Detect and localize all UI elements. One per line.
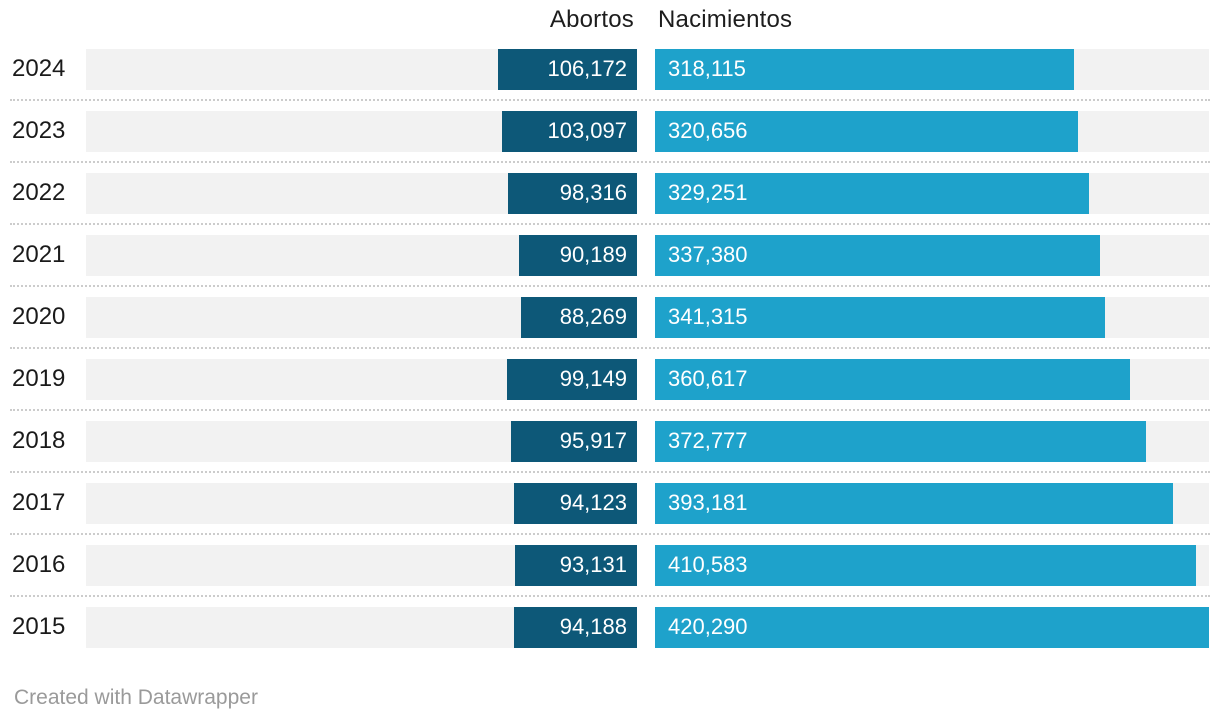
nacimientos-value-label: 318,115 bbox=[668, 56, 746, 81]
nacimientos-track: 318,115 bbox=[655, 48, 1209, 90]
nacimientos-value-label: 420,290 bbox=[668, 614, 748, 639]
abortos-track: 93,131 bbox=[86, 544, 637, 586]
abortos-value-label: 103,097 bbox=[547, 118, 627, 143]
chart-row: 2020 88,269 341,315 bbox=[0, 286, 1220, 349]
abortos-value-label: 106,172 bbox=[547, 56, 627, 81]
year-label: 2018 bbox=[12, 427, 66, 454]
nacimientos-value-label: 393,181 bbox=[668, 490, 748, 515]
nacimientos-value-label: 341,315 bbox=[668, 304, 748, 329]
nacimientos-bar: 318,115 bbox=[655, 48, 1075, 90]
chart-row: 2021 90,189 337,380 bbox=[0, 224, 1220, 287]
nacimientos-value-label: 320,656 bbox=[668, 118, 748, 143]
abortos-bar: 93,131 bbox=[514, 544, 637, 586]
abortos-bar: 103,097 bbox=[501, 110, 637, 152]
nacimientos-track: 360,617 bbox=[655, 358, 1209, 400]
abortos-track: 98,316 bbox=[86, 172, 637, 214]
chart-row: 2022 98,316 329,251 bbox=[0, 162, 1220, 225]
abortos-track: 90,189 bbox=[86, 234, 637, 276]
datawrapper-attribution-link[interactable]: Created with Datawrapper bbox=[14, 686, 258, 709]
year-label: 2020 bbox=[12, 303, 66, 330]
abortos-bar: 94,123 bbox=[513, 482, 637, 524]
nacimientos-track: 320,656 bbox=[655, 110, 1209, 152]
nacimientos-bar: 360,617 bbox=[655, 358, 1131, 400]
abortos-value-label: 90,189 bbox=[559, 242, 627, 267]
chart-row: 2016 93,131 410,583 bbox=[0, 534, 1220, 597]
abortos-track: 103,097 bbox=[86, 110, 637, 152]
nacimientos-track: 410,583 bbox=[655, 544, 1209, 586]
nacimientos-track: 341,315 bbox=[655, 296, 1209, 338]
year-label: 2015 bbox=[12, 613, 66, 640]
abortos-track: 94,123 bbox=[86, 482, 637, 524]
nacimientos-bar: 329,251 bbox=[655, 172, 1089, 214]
abortos-bar: 99,149 bbox=[507, 358, 637, 400]
year-label: 2017 bbox=[12, 489, 66, 516]
nacimientos-value-label: 360,617 bbox=[668, 366, 748, 391]
year-label: 2016 bbox=[12, 551, 66, 578]
abortos-value-label: 88,269 bbox=[559, 304, 627, 329]
chart-row: 2018 95,917 372,777 bbox=[0, 410, 1220, 473]
abortos-bar: 98,316 bbox=[508, 172, 637, 214]
nacimientos-bar: 420,290 bbox=[655, 606, 1209, 648]
nacimientos-track: 420,290 bbox=[655, 606, 1209, 648]
year-label: 2022 bbox=[12, 179, 66, 206]
nacimientos-bar: 393,181 bbox=[655, 482, 1174, 524]
abortos-track: 88,269 bbox=[86, 296, 637, 338]
chart-row: 2015 94,188 420,290 bbox=[0, 596, 1220, 658]
abortos-track: 95,917 bbox=[86, 420, 637, 462]
abortos-column-header: Abortos bbox=[549, 6, 634, 33]
nacimientos-column-header: Nacimientos bbox=[658, 6, 793, 33]
abortos-track: 94,188 bbox=[86, 606, 637, 648]
year-label: 2024 bbox=[12, 55, 66, 82]
abortos-track: 106,172 bbox=[86, 48, 637, 90]
column-headers: Abortos Nacimientos bbox=[0, 0, 1220, 38]
nacimientos-bar: 320,656 bbox=[655, 110, 1078, 152]
abortos-bar: 94,188 bbox=[513, 606, 637, 648]
chart-row: 2017 94,123 393,181 bbox=[0, 472, 1220, 535]
chart-row: 2023 103,097 320,656 bbox=[0, 100, 1220, 163]
abortos-value-label: 99,149 bbox=[559, 366, 627, 391]
nacimientos-value-label: 329,251 bbox=[668, 180, 748, 205]
abortos-value-label: 95,917 bbox=[559, 428, 627, 453]
nacimientos-value-label: 337,380 bbox=[668, 242, 748, 267]
chart-row: 2019 99,149 360,617 bbox=[0, 348, 1220, 411]
year-label: 2019 bbox=[12, 365, 66, 392]
chart-rows: 2024 106,172 318,115 2023 103,097 320,65… bbox=[0, 38, 1220, 658]
nacimientos-bar: 372,777 bbox=[655, 420, 1147, 462]
nacimientos-value-label: 410,583 bbox=[668, 552, 748, 577]
nacimientos-bar: 337,380 bbox=[655, 234, 1100, 276]
nacimientos-bar: 410,583 bbox=[655, 544, 1197, 586]
year-label: 2021 bbox=[12, 241, 66, 268]
abortos-bar: 106,172 bbox=[497, 48, 637, 90]
abortos-value-label: 94,188 bbox=[559, 614, 627, 639]
chart-row: 2024 106,172 318,115 bbox=[0, 38, 1220, 101]
nacimientos-track: 337,380 bbox=[655, 234, 1209, 276]
abortos-bar: 95,917 bbox=[511, 420, 637, 462]
nacimientos-track: 372,777 bbox=[655, 420, 1209, 462]
nacimientos-track: 329,251 bbox=[655, 172, 1209, 214]
abortos-track: 99,149 bbox=[86, 358, 637, 400]
abortos-value-label: 94,123 bbox=[559, 490, 627, 515]
abortos-value-label: 98,316 bbox=[559, 180, 627, 205]
abortos-value-label: 93,131 bbox=[559, 552, 627, 577]
abortos-bar: 90,189 bbox=[518, 234, 637, 276]
nacimientos-bar: 341,315 bbox=[655, 296, 1105, 338]
year-label: 2023 bbox=[12, 117, 66, 144]
nacimientos-value-label: 372,777 bbox=[668, 428, 748, 453]
abortos-bar: 88,269 bbox=[521, 296, 637, 338]
nacimientos-track: 393,181 bbox=[655, 482, 1209, 524]
